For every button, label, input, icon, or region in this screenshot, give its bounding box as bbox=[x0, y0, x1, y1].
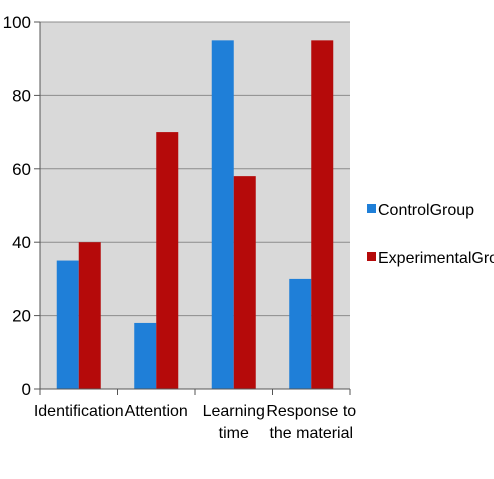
bar-controlgroup bbox=[134, 322, 157, 389]
x-category-label: Learning time bbox=[203, 403, 265, 442]
y-tick-label: 60 bbox=[12, 160, 31, 179]
x-category-label: Attention bbox=[125, 403, 188, 420]
y-tick-label: 0 bbox=[22, 380, 31, 399]
legend-label: ControlGroup bbox=[378, 202, 474, 219]
x-category-label-line: Response to bbox=[266, 403, 356, 420]
legend: ControlGroup ExperimentalGroup bbox=[367, 202, 494, 267]
bar-experimentalgroup bbox=[78, 242, 101, 389]
bar-experimentalgroup bbox=[233, 176, 256, 389]
bar-controlgroup bbox=[56, 260, 79, 389]
bar-experimentalgroup bbox=[311, 40, 334, 389]
legend-swatch bbox=[367, 252, 376, 261]
x-category-label-line: Attention bbox=[125, 403, 188, 420]
y-tick-labels: 0 20 40 60 80 100 bbox=[3, 13, 31, 399]
y-tick-label: 100 bbox=[3, 13, 31, 32]
y-tick-label: 80 bbox=[12, 86, 31, 105]
bar-controlgroup bbox=[289, 278, 312, 389]
x-category-label-line: time bbox=[219, 425, 249, 442]
bar-controlgroup bbox=[211, 40, 234, 389]
y-tick-label: 40 bbox=[12, 233, 31, 252]
x-category-labels: Identification Attention Learning time Respo… bbox=[34, 403, 356, 442]
axes bbox=[34, 21, 351, 395]
bars bbox=[56, 40, 334, 389]
bar-experimentalgroup bbox=[156, 132, 179, 389]
y-tick-label: 20 bbox=[12, 307, 31, 326]
legend-swatch bbox=[367, 204, 376, 213]
x-category-label-line: the material bbox=[269, 425, 353, 442]
x-category-label-line: Identification bbox=[34, 403, 124, 420]
x-category-label: Identification bbox=[34, 403, 124, 420]
x-category-label: Response to the material bbox=[266, 403, 356, 442]
legend-label: ExperimentalGroup bbox=[378, 250, 494, 267]
x-category-label-line: Learning bbox=[203, 403, 265, 420]
